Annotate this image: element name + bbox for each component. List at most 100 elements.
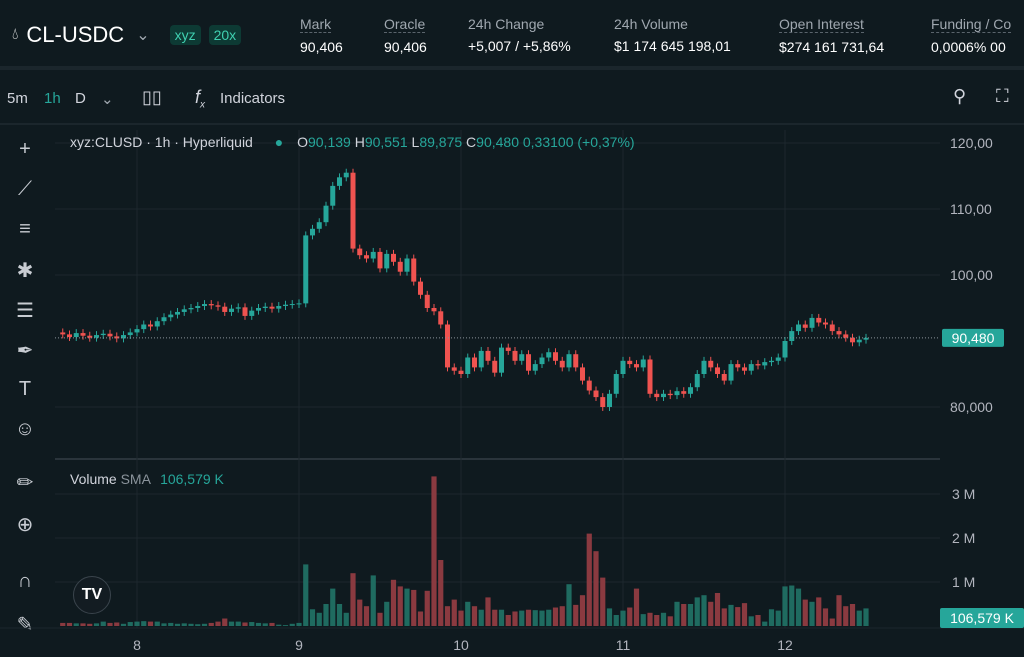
volume-bar <box>714 593 721 626</box>
candle-body <box>208 304 214 306</box>
zoom-in-icon[interactable]: ⊕ <box>16 514 34 536</box>
volume-bar <box>552 607 559 626</box>
volume-bar <box>336 604 343 626</box>
candle-body <box>175 311 180 315</box>
sma-label: SMA <box>120 471 151 487</box>
volume-bar <box>505 615 511 626</box>
interval-d[interactable]: D <box>75 90 86 107</box>
candle-body <box>566 354 572 368</box>
crosshair-icon[interactable]: + <box>19 138 31 160</box>
volume-bar <box>836 595 842 626</box>
volume-bar <box>795 588 802 626</box>
volume-bar <box>768 609 775 626</box>
candle-body <box>661 393 666 398</box>
horizontal-lines-icon[interactable]: ≡ <box>19 218 31 240</box>
stat-funding: Funding / Co 0,0006% 00 <box>931 16 1012 55</box>
candles-icon[interactable]: ▯▯ <box>142 87 162 107</box>
candle-body <box>472 357 477 368</box>
candle-body <box>802 324 808 328</box>
candle-body <box>836 331 842 335</box>
candle-body <box>87 335 93 338</box>
candle-body <box>323 205 329 223</box>
chevron-down-icon[interactable]: ⌄ <box>101 91 114 108</box>
candle-body <box>445 324 450 368</box>
magnet-icon[interactable]: ∩ <box>17 570 33 592</box>
last-price-label: 90,480 <box>952 330 995 346</box>
candle-body <box>573 354 579 368</box>
volume-bar <box>525 609 532 626</box>
candle-body <box>141 324 147 330</box>
candle-body <box>735 364 741 368</box>
candle-body <box>512 350 518 361</box>
pattern-icon[interactable]: ✱ <box>16 260 34 282</box>
volume-tick: 3 M <box>952 486 975 502</box>
volume-bar <box>154 621 160 626</box>
volume-bar <box>195 624 201 626</box>
tradingview-logo[interactable]: TV <box>73 576 111 614</box>
stat-24h-change: 24h Change +5,007 / +5,86% <box>468 16 571 54</box>
leverage-badge: 20x <box>208 25 242 45</box>
time-tick: 8 <box>133 637 141 653</box>
text-icon[interactable]: T <box>18 378 32 400</box>
candle-body <box>654 393 660 398</box>
volume-bar <box>600 577 606 626</box>
volume-bar <box>249 622 255 626</box>
candle-body <box>154 321 160 327</box>
volume-bar <box>674 601 680 626</box>
candle-body <box>276 306 282 309</box>
candle-body <box>701 360 707 374</box>
indicators-button[interactable]: Indicators <box>220 90 286 107</box>
volume-bar <box>303 564 309 626</box>
volume-bar <box>519 610 525 626</box>
volume-bar <box>377 612 383 626</box>
high-value: 90,551 <box>364 134 408 150</box>
volume-bar <box>627 607 633 626</box>
symbol-selector[interactable]: 💧︎ CL-USDC ⌄ xyz 20x <box>12 22 242 48</box>
candle-body <box>843 334 849 338</box>
volume-bar <box>708 601 714 626</box>
fx-icon[interactable]: fx <box>195 87 206 111</box>
candle-body <box>60 332 66 335</box>
ruler-icon[interactable]: ✏ <box>16 472 34 494</box>
volume-bar <box>721 608 727 626</box>
candle-body <box>418 281 423 295</box>
last-price-badge <box>942 328 1004 347</box>
candle-body <box>708 360 714 368</box>
candle-body <box>856 339 862 343</box>
fullscreen-icon[interactable]: ⛶ <box>996 86 1009 106</box>
volume-bar <box>174 623 181 626</box>
volume-bar <box>465 601 471 626</box>
volume-bar <box>613 615 619 626</box>
candle-body <box>688 387 693 394</box>
candle-body <box>526 354 531 371</box>
low-value: 89,875 <box>419 134 463 150</box>
candle-body <box>161 317 167 322</box>
volume-bar <box>417 611 424 626</box>
volume-bar <box>276 624 282 626</box>
quick-search-icon[interactable]: ⚲ <box>953 86 967 106</box>
emoji-icon[interactable]: ☺ <box>14 418 36 440</box>
ohlc-legend: xyz:CLUSD · 1h · Hyperliquid ● O90,139 H… <box>70 134 635 150</box>
stat-24h-volume: 24h Volume $1 174 645 198,01 <box>614 16 731 54</box>
trendline-icon[interactable]: ⟋ <box>18 178 32 200</box>
lock-drawing-icon[interactable]: ✎ <box>16 614 34 636</box>
candle-body <box>627 360 633 365</box>
candle-body <box>310 228 315 236</box>
volume-bar <box>660 612 667 626</box>
candle-body <box>816 317 822 323</box>
volume-bar <box>667 616 673 626</box>
volume-bar <box>66 622 73 626</box>
chevron-down-icon[interactable]: ⌄ <box>136 27 150 44</box>
volume-bar <box>438 560 444 626</box>
brush-icon[interactable]: ✒ <box>16 340 34 362</box>
candle-body <box>553 352 558 361</box>
candle-body <box>431 308 437 312</box>
volume-bar <box>471 606 478 626</box>
candle-body <box>107 333 113 337</box>
interval-1h[interactable]: 1h <box>44 90 61 107</box>
candle-body <box>404 258 410 272</box>
candle-body <box>674 391 680 396</box>
fib-icon[interactable]: ☰ <box>16 300 34 322</box>
interval-5m[interactable]: 5m <box>7 90 28 107</box>
